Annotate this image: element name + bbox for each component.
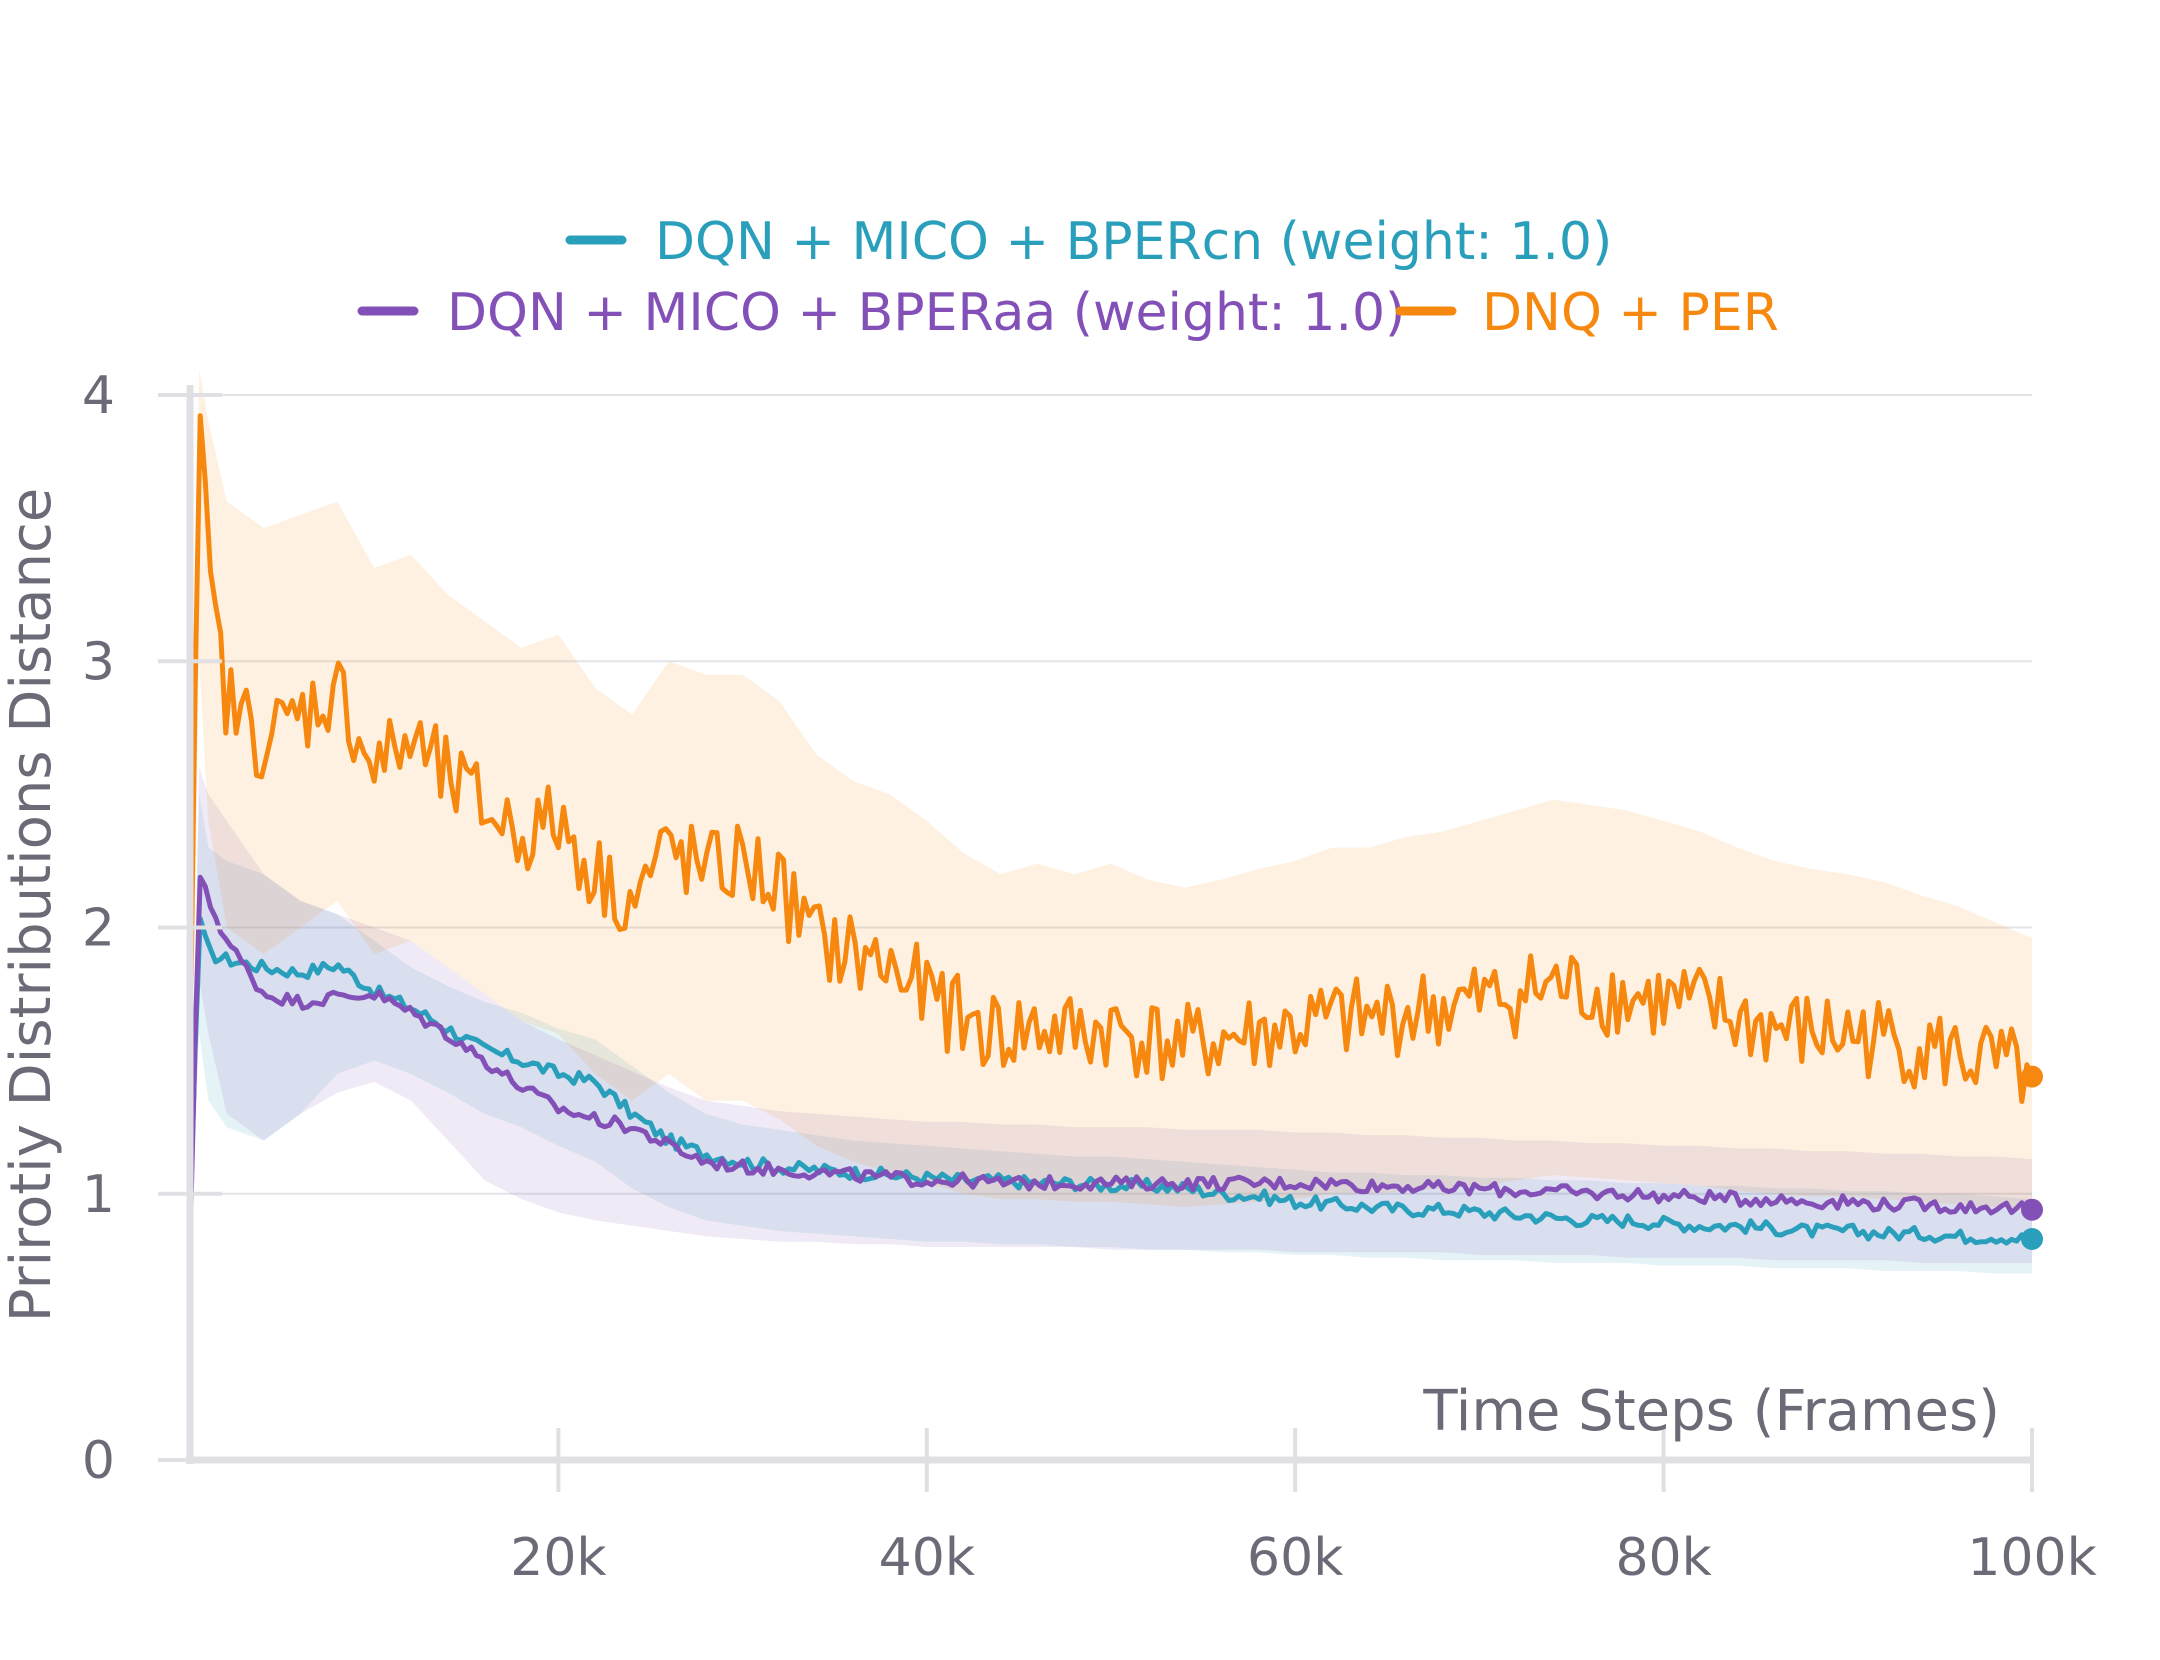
legend: DQN + MICO + BPERcn (weight: 1.0) DQN + M… (357, 212, 1779, 343)
y-tick-label-0: 0 (82, 1431, 115, 1491)
series-line-1 (187, 874, 2033, 1248)
tick-labels: 0 1 2 3 4 20k 40k 60k 80k 100k (82, 366, 2097, 1588)
series-band-2 (190, 368, 2032, 1210)
series-band-1 (190, 767, 2032, 1301)
y-tick-label-1: 1 (82, 1165, 115, 1225)
x-axis-title: Time Steps (Frames) (1422, 1379, 2000, 1444)
series-line-0 (187, 916, 2033, 1246)
axes (158, 385, 2034, 1492)
x-tick-label-2: 60k (1247, 1528, 1343, 1588)
legend-label-0: DQN + MICO + BPERcn (weight: 1.0) (655, 212, 1612, 272)
series-line-2 (187, 413, 2035, 1104)
x-tick-label-4: 100k (1967, 1528, 2096, 1588)
x-tick-label-0: 20k (510, 1528, 606, 1588)
y-tick-label-2: 2 (82, 899, 115, 959)
grid-lines (190, 394, 2032, 1195)
y-tick-label-3: 3 (82, 632, 115, 692)
series-end-marker-0 (2021, 1228, 2043, 1251)
series-lines (187, 413, 2043, 1251)
legend-label-1: DQN + MICO + BPERaa (weight: 1.0) (447, 283, 1405, 343)
series-band-0 (190, 794, 2032, 1274)
series-end-marker-2 (2021, 1065, 2043, 1088)
y-axis-title: Prirotiy Distributions Distance (0, 488, 64, 1322)
x-tick-label-3: 80k (1615, 1528, 1711, 1588)
x-tick-label-1: 40k (879, 1528, 975, 1588)
series-end-marker-1 (2021, 1198, 2043, 1221)
legend-label-2: DNQ + PER (1482, 283, 1779, 343)
confidence-bands (190, 368, 2032, 1301)
y-tick-label-4: 4 (82, 366, 115, 426)
